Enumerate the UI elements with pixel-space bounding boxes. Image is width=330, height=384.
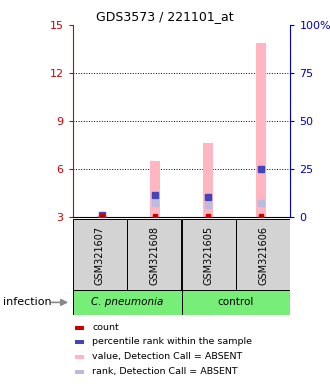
- Bar: [75, 340, 84, 344]
- Bar: [73, 219, 127, 290]
- Bar: [75, 370, 84, 374]
- Text: GSM321608: GSM321608: [149, 226, 159, 285]
- Text: rank, Detection Call = ABSENT: rank, Detection Call = ABSENT: [92, 367, 238, 376]
- Bar: [73, 290, 182, 315]
- Text: C. pneumonia: C. pneumonia: [91, 297, 163, 308]
- Bar: [256, 43, 266, 217]
- Bar: [75, 326, 84, 330]
- Bar: [97, 216, 107, 217]
- Text: GSM321607: GSM321607: [95, 226, 105, 285]
- Bar: [236, 219, 290, 290]
- Bar: [203, 143, 213, 217]
- Text: infection: infection: [3, 297, 52, 308]
- Bar: [150, 161, 160, 217]
- Bar: [182, 290, 290, 315]
- Bar: [182, 219, 236, 290]
- Text: GDS3573 / 221101_at: GDS3573 / 221101_at: [96, 10, 234, 23]
- Text: value, Detection Call = ABSENT: value, Detection Call = ABSENT: [92, 352, 243, 361]
- Text: count: count: [92, 323, 119, 332]
- Text: percentile rank within the sample: percentile rank within the sample: [92, 337, 252, 346]
- Text: control: control: [218, 297, 254, 308]
- Bar: [75, 355, 84, 359]
- Text: GSM321606: GSM321606: [258, 226, 268, 285]
- Text: GSM321605: GSM321605: [204, 226, 214, 285]
- Bar: [127, 219, 182, 290]
